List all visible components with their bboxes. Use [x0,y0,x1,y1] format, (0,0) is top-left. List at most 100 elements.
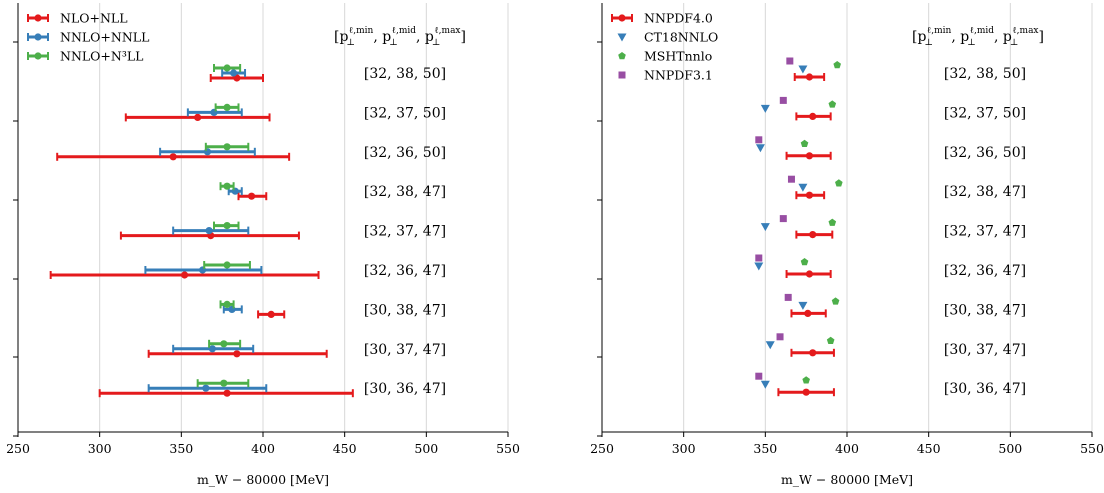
data-point [755,136,763,144]
data-point [805,152,814,160]
legend-label: NLO+NLL [60,11,128,26]
data-point [779,215,787,223]
data-point [802,388,810,396]
data-point [220,379,228,387]
legend-label: NNPDF3.1 [644,68,713,83]
x-tick-label: 500 [998,441,1022,456]
data-point [223,222,231,230]
data-point [223,103,231,111]
data-point [779,96,787,104]
row-label: [30, 37, 47] [364,342,446,358]
row-label: [32, 37, 50] [944,105,1026,121]
row-label: [30, 36, 47] [944,381,1026,397]
data-point [754,262,764,271]
data-point [194,113,202,121]
data-point [223,389,231,397]
x-tick-label: 350 [169,441,193,456]
x-tick-label: 350 [753,441,777,456]
data-point [800,258,809,266]
legend-label: MSHTnnlo [644,49,712,64]
data-point [223,64,231,72]
data-point [784,293,792,301]
left-panel: 250 300 350 400 450 500 550 m_W − 80000 [MeV] [p… [6,3,520,487]
data-point [223,261,231,269]
data-point [755,372,763,380]
legend-marker [617,33,627,42]
data-point [835,179,843,187]
series-MSHTnnlo [800,61,843,384]
data-point [828,100,837,108]
data-point [233,350,241,358]
data-point [831,297,840,305]
data-point [760,223,770,232]
legend-marker [618,52,626,60]
row-label: [32, 36, 47] [944,263,1026,279]
x-axis-label: m_W − 80000 [MeV] [781,472,913,487]
data-point [247,192,256,200]
data-point [202,384,210,392]
row-label: [32, 38, 47] [944,184,1026,200]
data-point [181,271,189,279]
row-label: [32, 38, 50] [364,66,446,82]
series-NLO+NLL [49,74,354,398]
data-point [230,69,238,77]
data-point [169,153,177,161]
row-label: [30, 37, 47] [944,342,1026,358]
row-label: [32, 37, 47] [944,224,1026,240]
series-NNLO+NNLL [144,69,268,393]
data-point [208,345,216,353]
data-point [267,310,275,318]
data-point [809,231,817,239]
x-tick-label: 450 [333,441,357,456]
x-tick-label: 400 [251,441,275,456]
right-panel: 250 300 350 400 450 500 550 m_W − 80000 [MeV] [p… [590,3,1104,487]
legend: NLO+NLL NNLO+NNLL NNLO+N³LL [27,11,149,64]
data-point [776,333,784,341]
row-label: [30, 36, 47] [364,381,446,397]
row-label: [32, 37, 47] [364,224,446,240]
row-label: [30, 38, 47] [364,302,446,318]
row-label: [32, 36, 50] [364,145,446,161]
legend-marker [618,71,626,79]
data-point [805,73,814,81]
data-point [805,191,814,199]
data-point [798,183,808,192]
legend-label: CT18NNLO [644,30,718,45]
data-point [787,175,795,183]
x-tick-label: 550 [496,441,520,456]
data-point [828,218,837,226]
legend-marker [34,52,42,60]
legend-label: NNLO+N³LL [60,49,143,64]
data-point [804,309,812,317]
legend-label: NNLO+NNLL [60,30,149,45]
series-NNLO+N³LL [196,64,251,388]
data-point [755,254,763,262]
data-point [805,270,814,278]
data-point [760,104,770,113]
row-label: [32, 36, 50] [944,145,1026,161]
data-point [833,61,841,69]
data-point [223,182,231,190]
x-tick-label: 250 [590,441,614,456]
series-NNPDF4.0 [777,73,835,397]
x-axis-label: m_W − 80000 [MeV] [197,472,329,487]
data-point [755,144,765,153]
data-point [798,65,808,74]
row-label: [32, 37, 50] [364,105,446,121]
row-label: [30, 38, 47] [944,302,1026,318]
data-point [800,139,809,148]
row-label: [32, 38, 50] [944,66,1026,82]
column-header: [p⊥ℓ,min, p⊥ℓ,mid, p⊥ℓ,max] [912,26,1044,48]
data-point [786,57,794,65]
data-point [223,300,231,308]
x-tick-label: 300 [672,441,696,456]
column-header: [p⊥ℓ,min, p⊥ℓ,mid, p⊥ℓ,max] [334,26,466,48]
legend-label: NNPDF4.0 [644,11,713,26]
data-point [809,349,817,357]
x-tick-label: 400 [835,441,859,456]
x-tick-label: 250 [6,441,30,456]
data-point [220,340,228,348]
series-NNPDF3.1 [755,57,795,380]
data-point [765,341,775,350]
